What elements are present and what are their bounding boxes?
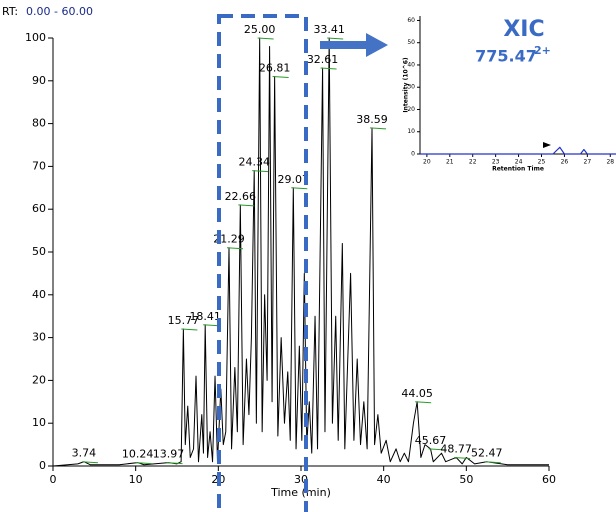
- peak-label: 44.05: [401, 387, 433, 400]
- y-tick-label: 50: [32, 245, 46, 258]
- label-marker: [320, 67, 337, 70]
- peak-label: 13.97: [153, 448, 185, 461]
- x-tick-label: 27: [584, 158, 592, 165]
- label-marker: [484, 461, 501, 464]
- x-tick-label: 40: [377, 473, 391, 486]
- range: 0.00 - 60.00: [26, 5, 93, 18]
- peak-label: 18.41: [189, 310, 221, 323]
- y-tick-label: 80: [32, 117, 46, 130]
- peak-label: 29.07: [278, 173, 310, 186]
- y-axis-label: Intensity (10^6): [403, 57, 410, 113]
- label-marker: [203, 324, 220, 327]
- y-tick-label: 40: [407, 61, 415, 68]
- trace: [52, 37, 549, 467]
- y-tick-label: 100: [25, 31, 46, 44]
- trace: [420, 146, 616, 155]
- peak-label: 33.41: [313, 23, 345, 36]
- x-tick-label: 10: [129, 473, 143, 486]
- y-tick-label: 40: [32, 288, 46, 301]
- x-tick-label: 21: [446, 158, 454, 165]
- label-marker: [252, 170, 269, 173]
- zoom-box: [217, 14, 308, 512]
- label-marker: [454, 456, 471, 459]
- label-marker: [369, 127, 387, 130]
- x-tick-label: 20: [423, 158, 431, 165]
- label-marker: [415, 401, 432, 404]
- x-tick-label: 0: [50, 473, 57, 486]
- x-tick-label: 23: [492, 158, 500, 165]
- y-tick-label: 60: [32, 202, 46, 215]
- peak-label: 22.66: [225, 190, 257, 203]
- peak-label: 25.00: [244, 23, 276, 36]
- y-tick-label: 0: [411, 151, 415, 158]
- y-tick-label: 30: [32, 331, 46, 344]
- y-tick-label: 30: [407, 84, 415, 91]
- inset-marker: [543, 142, 551, 148]
- x-tick-label: 24: [515, 158, 523, 165]
- peak-label: 32.61: [307, 53, 339, 66]
- label-marker: [327, 37, 344, 40]
- inset-charge: 2+: [534, 44, 551, 57]
- range-label: RT:: [2, 5, 18, 18]
- label-marker: [428, 448, 445, 451]
- y-tick-label: 20: [407, 106, 415, 113]
- y-tick-label: 90: [32, 74, 46, 87]
- peak-label: 3.74: [72, 447, 97, 460]
- peak-label: 26.81: [259, 62, 291, 75]
- inset-title: XIC: [503, 17, 544, 42]
- y-tick-label: 10: [32, 416, 46, 429]
- x-tick-label: 50: [459, 473, 473, 486]
- label-marker: [181, 328, 198, 331]
- inset-plot: 0 10 20 30 40 50 60 20 21 22 23 24 25 26 27 28 Retention…: [403, 16, 616, 173]
- label-marker: [291, 187, 308, 190]
- label-marker: [166, 462, 183, 465]
- label-marker: [257, 37, 274, 40]
- x-tick-label: 26: [561, 158, 569, 165]
- label-marker: [238, 204, 255, 207]
- y-tick-label: 20: [32, 373, 46, 386]
- y-tick-label: 0: [39, 459, 46, 472]
- label-marker: [226, 247, 244, 250]
- y-tick-label: 70: [32, 159, 46, 172]
- peak-label: 45.67: [415, 434, 447, 447]
- peak-label: 15.77: [168, 314, 200, 327]
- label-marker: [81, 461, 98, 464]
- x-axis-label: Retention Time: [492, 166, 544, 173]
- arrow: [320, 33, 388, 57]
- label-marker: [272, 76, 289, 79]
- y-tick-label: 50: [407, 39, 415, 46]
- label-marker: [135, 462, 152, 465]
- x-tick-label: 22: [469, 158, 477, 165]
- y-tick-label: 10: [407, 128, 415, 135]
- peak-label: 48.77: [440, 442, 472, 455]
- x-tick-label: 25: [538, 158, 546, 165]
- x-tick-label: 28: [606, 158, 614, 165]
- peak-label: 52.47: [471, 447, 503, 460]
- peak-label: 38.59: [356, 113, 388, 126]
- peak-label: 24.34: [238, 156, 270, 169]
- inset-bg: [400, 8, 616, 188]
- x-axis-label: Time (min): [270, 486, 331, 499]
- peak-label: 21.29: [213, 233, 245, 246]
- x-tick-label: 60: [542, 473, 556, 486]
- inset-subtitle: 775.47: [475, 47, 537, 66]
- y-tick-label: 60: [407, 17, 415, 24]
- peak-label: 10.24: [122, 448, 154, 461]
